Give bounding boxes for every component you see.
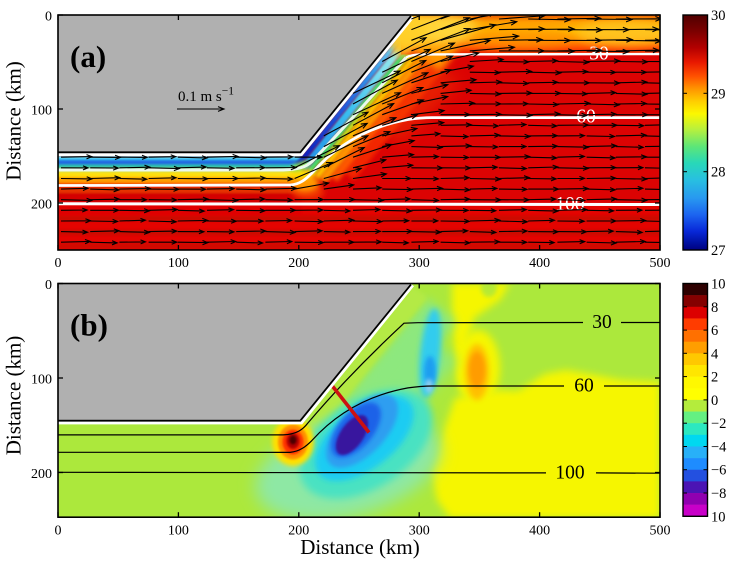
svg-text:0.1 m s−1: 0.1 m s−1 xyxy=(178,86,234,106)
svg-text:30: 30 xyxy=(592,312,612,333)
svg-text:300: 300 xyxy=(409,256,430,271)
svg-text:(b): (b) xyxy=(70,307,108,342)
svg-text:4: 4 xyxy=(711,346,719,362)
svg-text:200: 200 xyxy=(288,524,309,539)
svg-text:28: 28 xyxy=(711,165,726,181)
svg-text:500: 500 xyxy=(650,256,671,271)
svg-text:200: 200 xyxy=(31,467,52,482)
svg-text:Distance (km): Distance (km) xyxy=(300,535,420,559)
svg-text:6: 6 xyxy=(711,323,718,339)
svg-text:10: 10 xyxy=(711,277,726,293)
svg-text:Distance (km): Distance (km) xyxy=(2,61,26,181)
svg-text:100: 100 xyxy=(31,373,52,388)
svg-text:−4: −4 xyxy=(711,440,727,456)
svg-text:0: 0 xyxy=(55,256,62,271)
svg-text:200: 200 xyxy=(288,256,309,271)
svg-text:Distance (km): Distance (km) xyxy=(2,336,26,456)
svg-text:0: 0 xyxy=(45,278,52,293)
svg-text:−8: −8 xyxy=(711,486,726,502)
svg-text:0: 0 xyxy=(711,393,718,409)
svg-text:400: 400 xyxy=(529,256,550,271)
svg-text:−6: −6 xyxy=(711,463,726,479)
svg-text:10: 10 xyxy=(711,509,726,525)
svg-text:29: 29 xyxy=(711,86,726,102)
svg-text:100: 100 xyxy=(31,104,52,119)
svg-text:2: 2 xyxy=(711,370,718,386)
svg-text:100: 100 xyxy=(168,524,189,539)
svg-text:300: 300 xyxy=(409,524,430,539)
svg-text:8: 8 xyxy=(711,300,718,316)
svg-text:100: 100 xyxy=(168,256,189,271)
svg-text:500: 500 xyxy=(650,524,671,539)
svg-text:0: 0 xyxy=(45,10,52,25)
svg-text:27: 27 xyxy=(711,243,726,259)
svg-text:60: 60 xyxy=(574,376,594,397)
svg-text:(a): (a) xyxy=(70,39,106,74)
svg-text:0: 0 xyxy=(55,524,62,539)
svg-text:−2: −2 xyxy=(711,416,726,432)
svg-text:100: 100 xyxy=(555,194,584,215)
svg-text:30: 30 xyxy=(589,44,609,65)
svg-text:200: 200 xyxy=(31,198,52,213)
svg-text:400: 400 xyxy=(529,524,550,539)
svg-text:100: 100 xyxy=(555,463,584,484)
svg-text:30: 30 xyxy=(711,8,726,24)
svg-text:60: 60 xyxy=(576,107,596,128)
